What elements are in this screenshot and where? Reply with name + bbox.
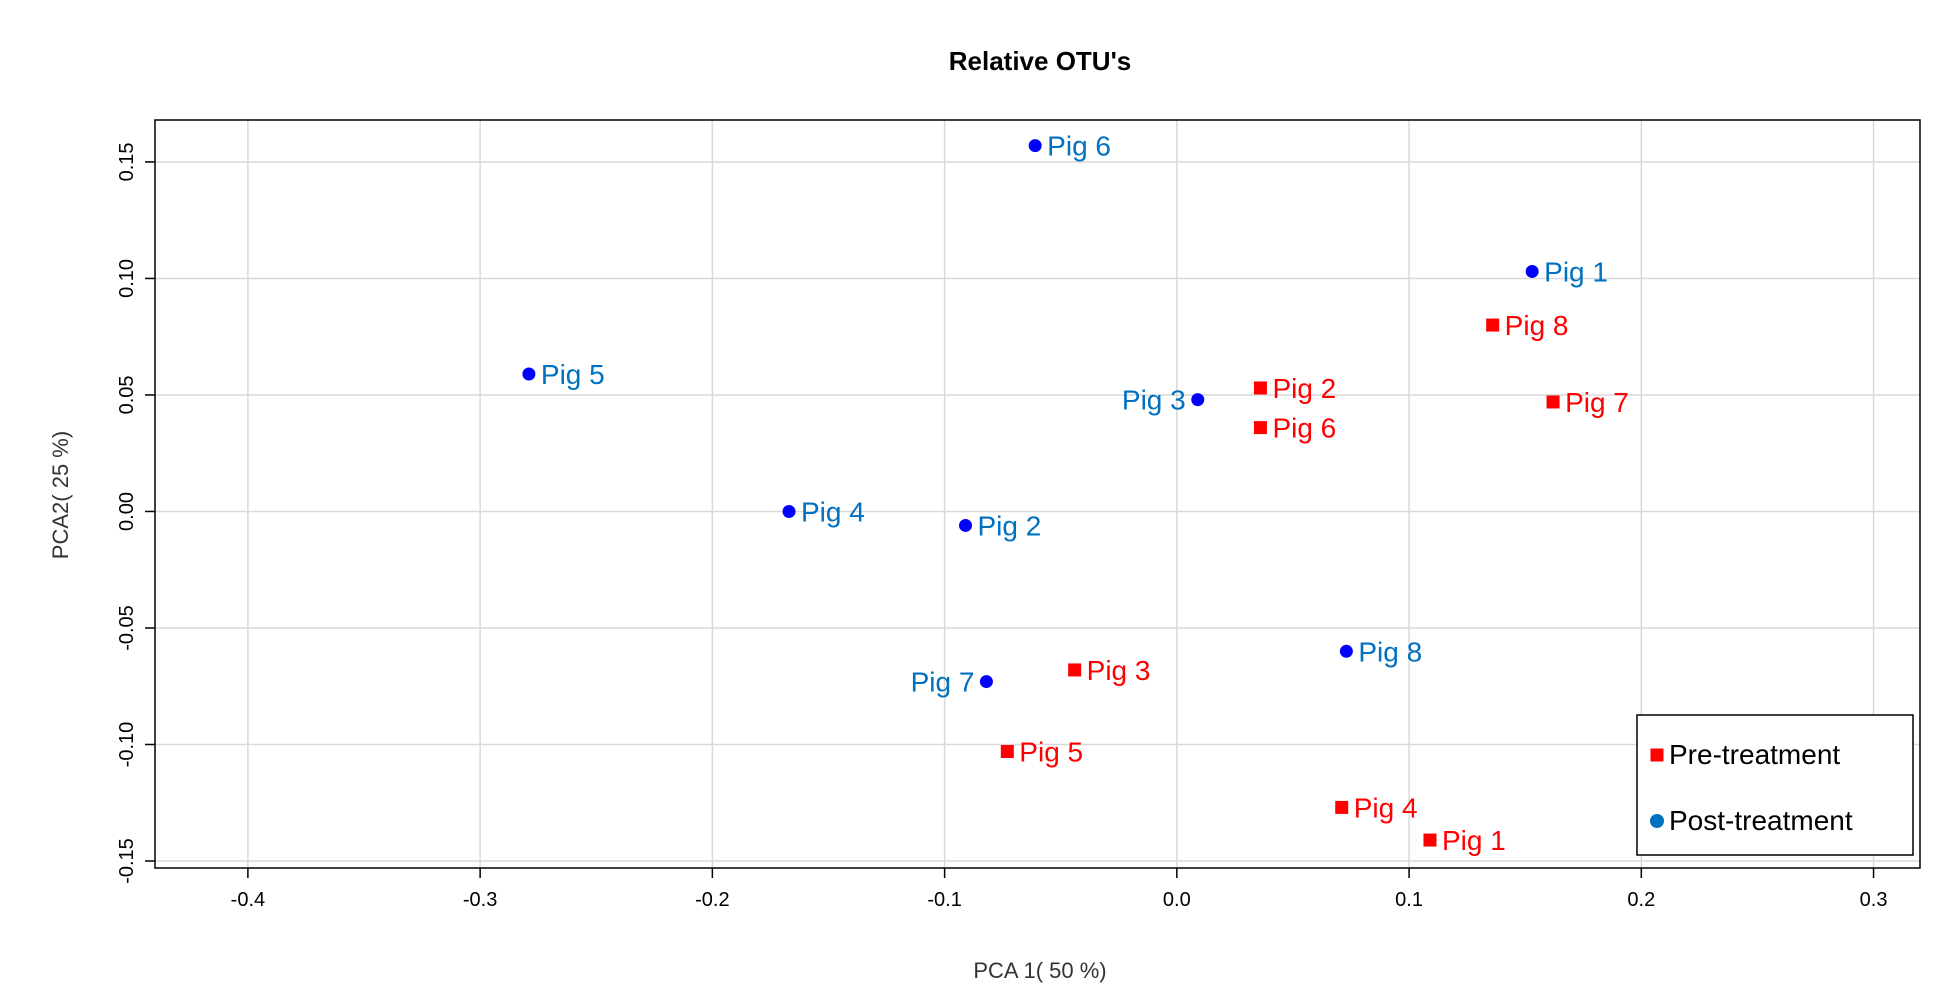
- y-tick-label: 0.05: [116, 375, 138, 414]
- x-tick-label: -0.3: [463, 889, 497, 911]
- x-tick-label: -0.4: [231, 889, 265, 911]
- pre-treatment-marker: [1253, 421, 1267, 435]
- x-tick-label: 0.2: [1627, 889, 1655, 911]
- y-tick-label: -0.05: [116, 605, 138, 651]
- post-treatment-marker: [959, 518, 973, 532]
- post-treatment-marker: [1028, 139, 1042, 153]
- post-treatment-point-label: Pig 1: [1544, 256, 1608, 287]
- data-points: Pig 1 Pig 2 Pig 3 Pig 4 Pig 5 Pig 6 Pig 7 Pig 8…: [522, 131, 1629, 856]
- post-treatment-marker: [1191, 393, 1205, 407]
- post-treatment-marker: [1339, 644, 1353, 658]
- post-treatment-point-label: Pig 4: [801, 496, 865, 527]
- pre-treatment-point-label: Pig 3: [1087, 655, 1151, 686]
- post-treatment-point-label: Pig 3: [1122, 385, 1186, 416]
- post-treatment-marker: [979, 675, 993, 689]
- post-treatment-marker: [782, 504, 796, 518]
- grid-lines: [155, 120, 1920, 868]
- post-treatment-point-label: Pig 5: [541, 359, 605, 390]
- x-tick-label: 0.0: [1163, 889, 1191, 911]
- y-tick-label: 0.15: [116, 142, 138, 181]
- pre-treatment-point-label: Pig 4: [1354, 792, 1418, 823]
- y-axis-label: PCA2( 25 %): [48, 431, 73, 559]
- x-tick-label: -0.2: [695, 889, 729, 911]
- pre-treatment-point-label: Pig 6: [1272, 413, 1336, 444]
- axes: -0.4 -0.3 -0.2 -0.1 0.0 0.1 0.2 0.3 -0.15 -0.10 -0…: [116, 119, 1921, 911]
- post-treatment-marker: [1525, 264, 1539, 278]
- pre-treatment-marker: [1486, 318, 1500, 332]
- y-tick-label: -0.15: [116, 838, 138, 884]
- pre-treatment-point-label: Pig 7: [1565, 387, 1629, 418]
- pre-treatment-marker: [1423, 833, 1437, 847]
- legend-square-marker: [1650, 748, 1664, 762]
- x-tick-label: 0.1: [1395, 889, 1423, 911]
- y-tick-label: 0.00: [116, 492, 138, 531]
- post-treatment-point-label: Pig 6: [1047, 131, 1111, 162]
- pre-treatment-point-label: Pig 5: [1019, 736, 1083, 767]
- x-tick-label: 0.3: [1860, 889, 1888, 911]
- pre-treatment-point-label: Pig 1: [1442, 825, 1506, 856]
- pre-treatment-marker: [1068, 663, 1082, 677]
- legend-box: [1636, 714, 1914, 856]
- pre-treatment-point-label: Pig 2: [1272, 373, 1336, 404]
- post-treatment-marker: [522, 367, 536, 381]
- pre-treatment-marker: [1335, 800, 1349, 814]
- post-treatment-point-label: Pig 7: [911, 667, 975, 698]
- chart-title: Relative OTU's: [949, 46, 1131, 76]
- post-treatment-point-label: Pig 8: [1358, 636, 1422, 667]
- plot-frame: [154, 119, 1921, 869]
- legend-entry-label: Post-treatment: [1669, 805, 1853, 836]
- pre-treatment-point-label: Pig 8: [1505, 310, 1569, 341]
- legend-entry-label: Pre-treatment: [1669, 739, 1840, 770]
- pre-treatment-marker: [1546, 395, 1560, 409]
- x-tick-label: -0.1: [927, 889, 961, 911]
- legend-circle-marker: [1650, 814, 1664, 828]
- x-axis-label: PCA 1( 50 %): [973, 958, 1106, 983]
- y-tick-label: 0.10: [116, 259, 138, 298]
- pre-treatment-marker: [1000, 744, 1014, 758]
- post-treatment-point-label: Pig 2: [978, 510, 1042, 541]
- legend: Pre-treatment Post-treatment: [1636, 714, 1914, 856]
- y-tick-label: -0.10: [116, 722, 138, 768]
- pre-treatment-marker: [1253, 381, 1267, 395]
